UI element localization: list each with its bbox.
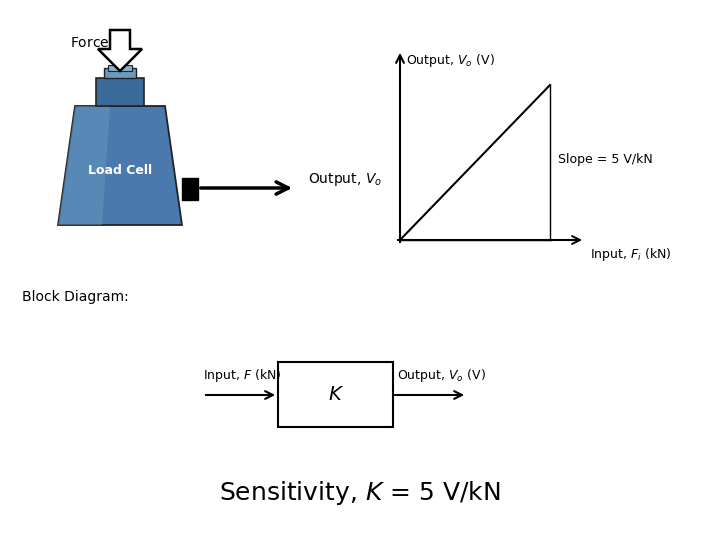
Text: Slope = 5 V/kN: Slope = 5 V/kN	[558, 153, 653, 166]
Bar	[182, 178, 198, 200]
Polygon shape	[58, 106, 182, 225]
Text: Output, $\it{V}_o$ (V): Output, $\it{V}_o$ (V)	[397, 367, 486, 383]
Polygon shape	[98, 30, 142, 71]
Text: Output, $\it{V}_o$: Output, $\it{V}_o$	[308, 172, 382, 188]
Text: Output, $\it{V}_o$ (V): Output, $\it{V}_o$ (V)	[406, 52, 495, 69]
Text: Input, $\it{F}$ (kN): Input, $\it{F}$ (kN)	[203, 367, 282, 383]
Text: Input, $\it{F}_i$ (kN): Input, $\it{F}_i$ (kN)	[590, 246, 672, 263]
Text: Sensitivity, $\it{K}$ = 5 V/kN: Sensitivity, $\it{K}$ = 5 V/kN	[220, 479, 500, 507]
Polygon shape	[58, 106, 110, 225]
Bar	[278, 362, 393, 427]
Text: Force, $\it{F}$: Force, $\it{F}$	[70, 35, 127, 51]
Bar	[104, 68, 136, 78]
Text: Block Diagram:: Block Diagram:	[22, 290, 129, 304]
Bar	[96, 78, 144, 106]
Text: Load Cell: Load Cell	[88, 164, 152, 177]
Text: K: K	[328, 386, 341, 404]
Bar	[108, 65, 132, 71]
